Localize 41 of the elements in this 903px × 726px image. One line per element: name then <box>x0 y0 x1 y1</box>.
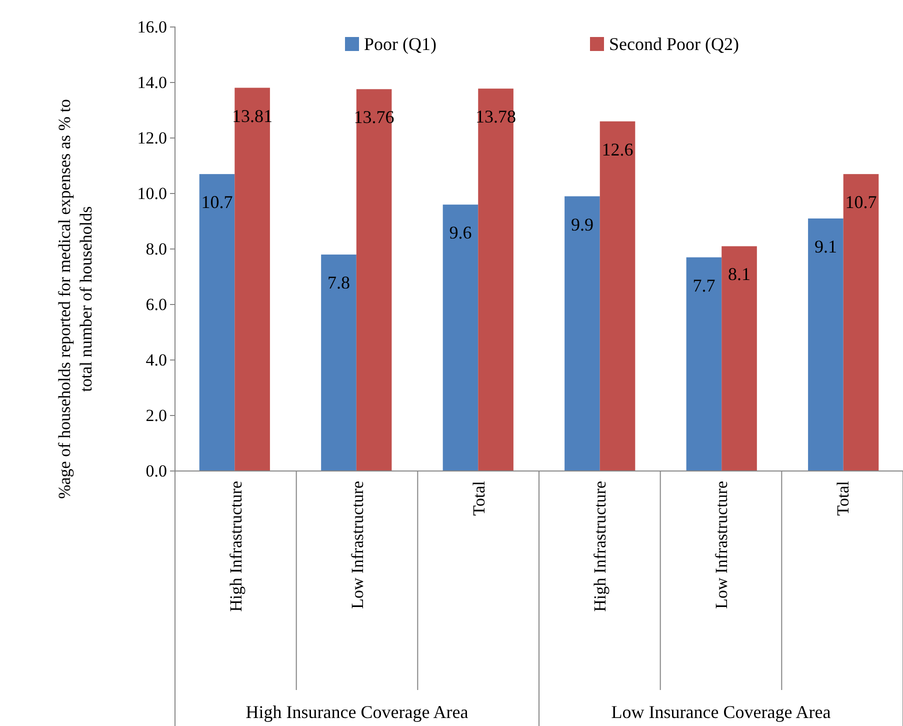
data-label: 12.6 <box>602 139 634 160</box>
legend-label: Poor (Q1) <box>364 34 436 54</box>
x-tick-label: Low Infrastructure <box>348 481 367 609</box>
data-label: 7.8 <box>327 272 350 293</box>
bar <box>808 218 844 471</box>
data-label: 9.1 <box>814 236 837 256</box>
data-label: 9.6 <box>449 222 472 243</box>
data-label: 10.7 <box>201 192 233 212</box>
legend-label: Second Poor (Q2) <box>609 34 739 54</box>
data-label: 10.7 <box>845 192 877 212</box>
data-label: 8.1 <box>728 264 751 284</box>
x-tick-label: High Infrastructure <box>226 481 246 612</box>
y-axis-title: %age of households reported for medical expenses as % to total number of households <box>55 99 96 499</box>
bar <box>843 174 879 471</box>
x-tick-label: Total <box>833 480 852 516</box>
y-tick-label: 2.0 <box>146 406 167 425</box>
y-tick-label: 4.0 <box>146 350 167 370</box>
text: Low Insurance Coverage Area <box>611 702 831 722</box>
bar <box>478 88 514 471</box>
y-tick-label: 8.0 <box>146 239 167 258</box>
bar <box>321 254 356 471</box>
y-tick-label: 12.0 <box>137 128 167 148</box>
bar <box>442 204 478 471</box>
data-label: 7.7 <box>692 275 716 296</box>
y-tick-label: 10.0 <box>137 184 167 203</box>
x-tick-label: High Infrastructure <box>590 481 610 612</box>
x-tick-label: Low Infrastructure <box>712 481 731 609</box>
bar <box>356 89 392 471</box>
y-tick-label: 14.0 <box>137 72 167 92</box>
bar <box>199 174 235 471</box>
y-tick-label: 6.0 <box>146 294 167 314</box>
y-tick-label: 16.0 <box>137 17 167 36</box>
bar <box>600 121 636 471</box>
data-label: 9.9 <box>570 214 594 234</box>
y-tick-label: 0.0 <box>146 461 167 480</box>
bar <box>686 257 722 471</box>
bar <box>564 196 600 471</box>
bar <box>234 88 270 471</box>
bar <box>722 246 757 471</box>
x-tick-label: Total <box>469 480 488 516</box>
text: High Insurance Coverage Area <box>246 702 468 722</box>
